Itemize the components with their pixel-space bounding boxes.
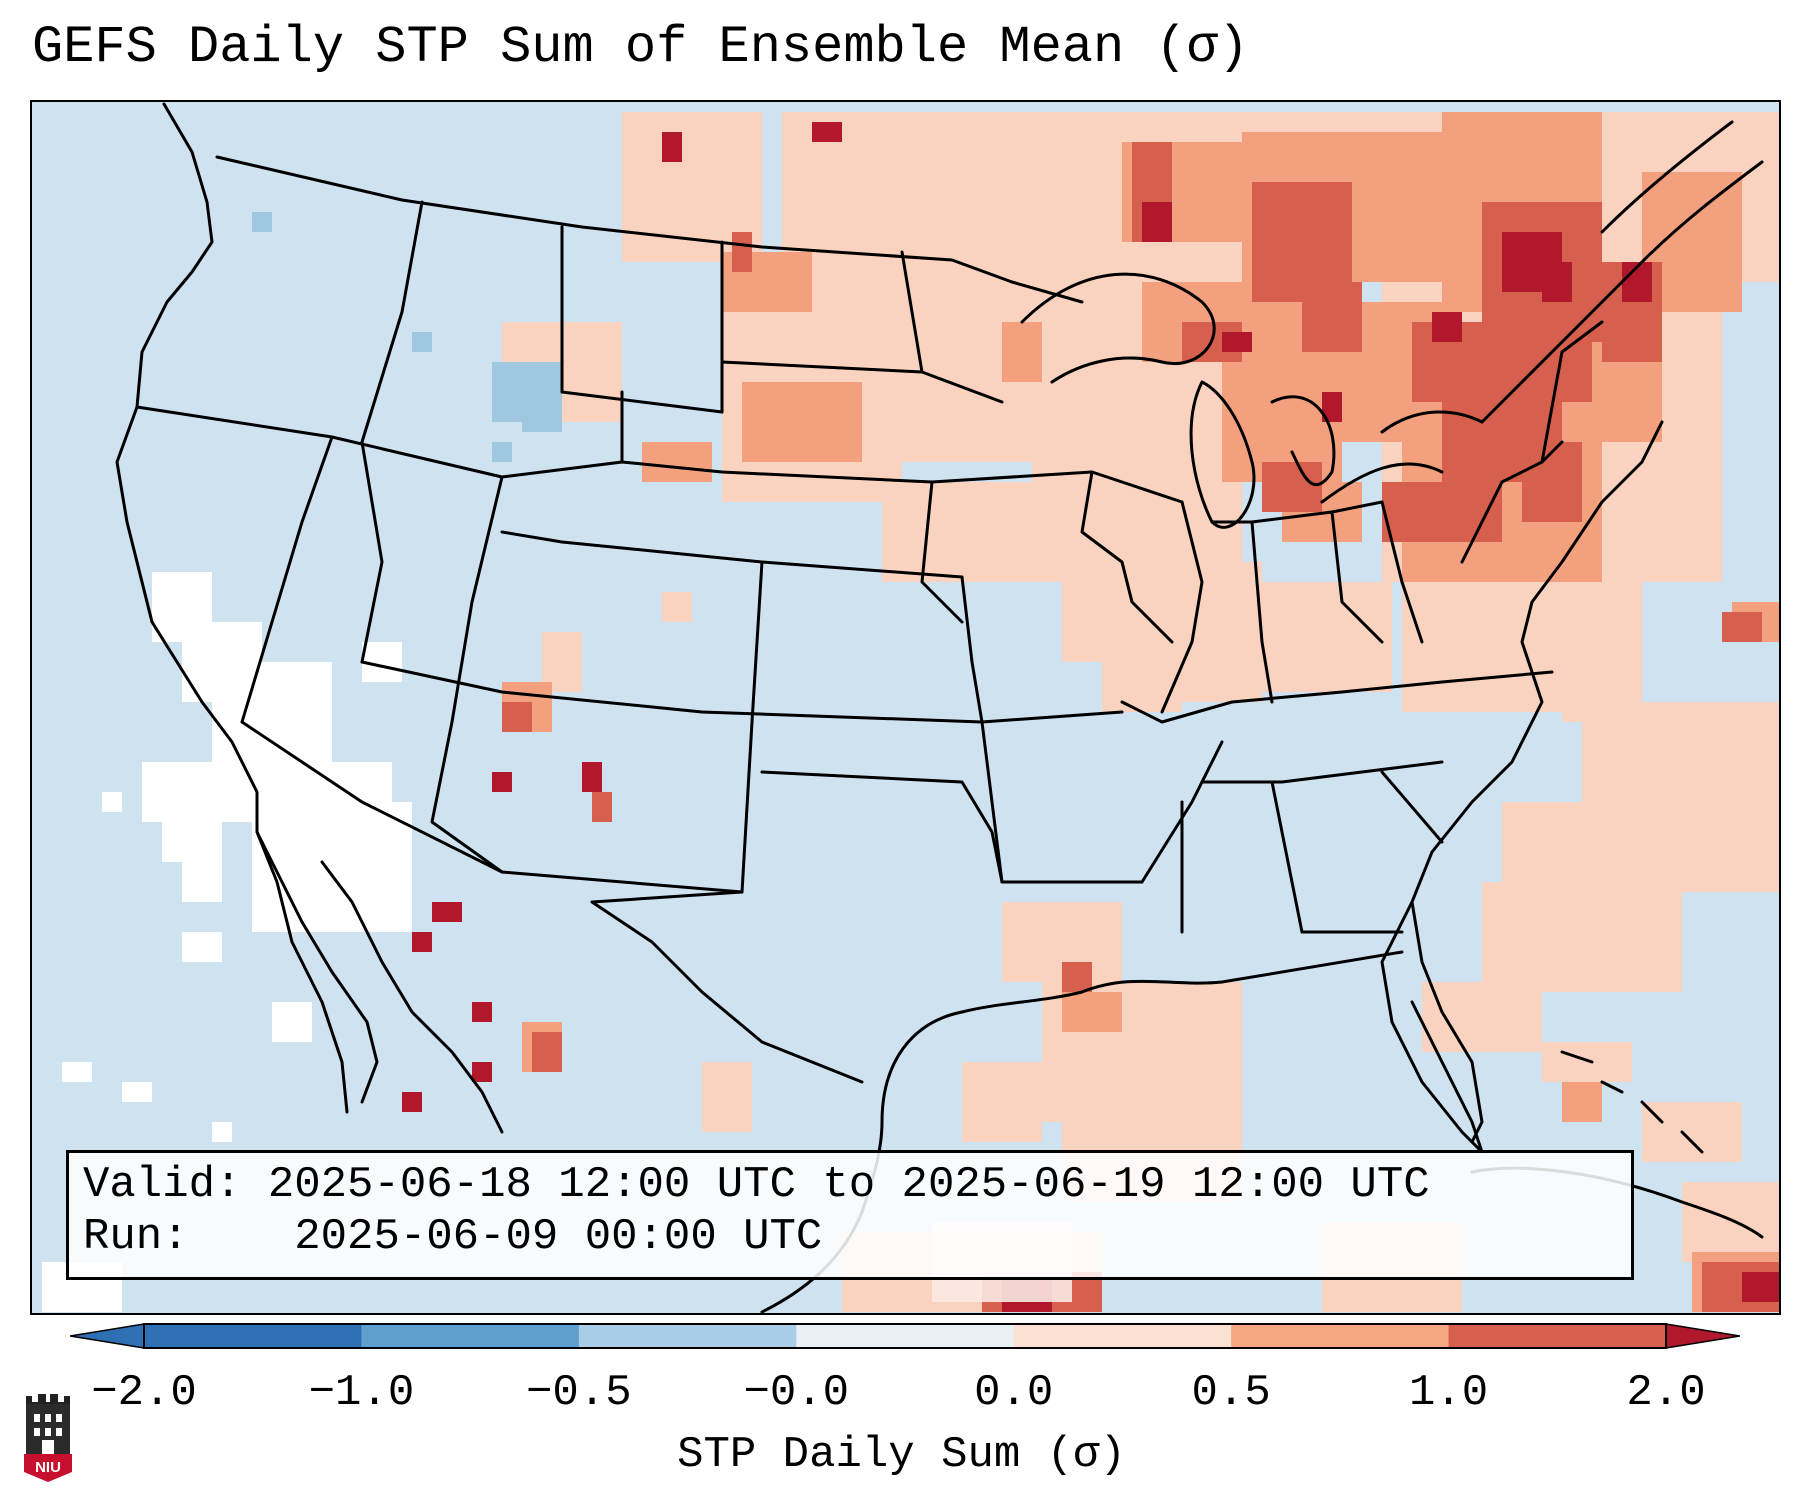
valid-run-info-box: Valid: 2025-06-18 12:00 UTC to 2025-06-1…	[66, 1150, 1634, 1280]
colorbar-segment	[144, 1324, 362, 1348]
colorbar-segment	[796, 1324, 1015, 1348]
colorbar-tick-label: −0.0	[743, 1368, 850, 1418]
colorbar-segment	[578, 1324, 797, 1348]
anomaly-cells	[42, 112, 1779, 1312]
colorbar-segment	[1013, 1324, 1232, 1348]
niu-logo: NIU	[24, 1394, 72, 1482]
colorbar-segment	[1448, 1324, 1667, 1348]
valid-text: 2025-06-18 12:00 UTC to 2025-06-19 12:00…	[267, 1160, 1430, 1210]
map-panel	[30, 100, 1781, 1315]
colorbar	[70, 1323, 1740, 1349]
run-text: 2025-06-09 00:00 UTC	[294, 1212, 823, 1262]
map-canvas	[42, 102, 1779, 1313]
colorbar-extension-high	[1665, 1323, 1740, 1349]
colorbar-segment	[361, 1324, 580, 1348]
logo-text: NIU	[35, 1459, 61, 1476]
colorbar-tick-label: 2.0	[1626, 1368, 1706, 1418]
colorbar-tick-label: 0.0	[974, 1368, 1054, 1418]
boundaries	[115, 102, 1764, 1313]
colorbar-extension-low	[70, 1323, 145, 1349]
colorbar-tick-label: 1.0	[1408, 1368, 1489, 1418]
chart-title: GEFS Daily STP Sum of Ensemble Mean (σ)	[32, 18, 1249, 77]
run-label: Run:	[83, 1212, 189, 1262]
colorbar-tick-label: −1.0	[308, 1368, 415, 1418]
colorbar-tick-label: −0.5	[526, 1368, 632, 1418]
colorbar-tick-label: −2.0	[91, 1368, 197, 1418]
valid-label: Valid:	[83, 1160, 242, 1210]
colorbar-segment	[1231, 1324, 1450, 1348]
colorbar-label: STP Daily Sum (σ)	[677, 1430, 1126, 1480]
colorbar-tick-label: 0.5	[1191, 1368, 1271, 1418]
